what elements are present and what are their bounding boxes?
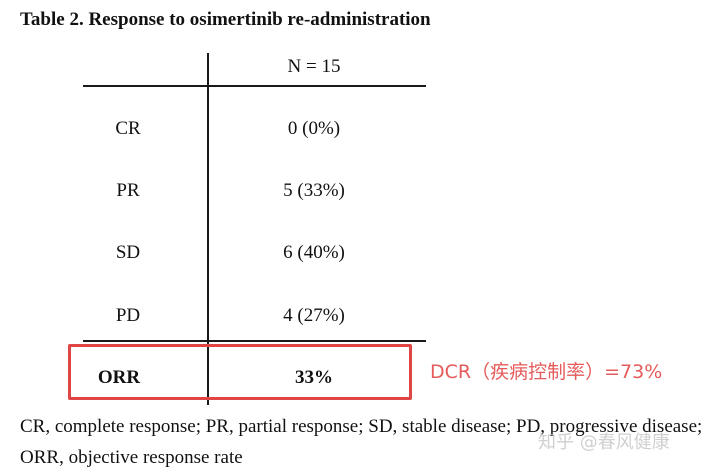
row-label-cr: CR	[115, 118, 141, 139]
zhihu-watermark: 知乎 @春风健康	[538, 432, 670, 453]
column-divider	[207, 53, 209, 405]
row-label-orr: ORR	[97, 367, 141, 388]
orr-highlight-box	[68, 344, 412, 400]
row-value-pd: 4 (27%)	[283, 305, 345, 326]
row-label-sd: SD	[115, 242, 141, 263]
row-label-pd: PD	[115, 305, 141, 326]
row-value-orr: 33%	[295, 367, 333, 388]
row-value-cr: 0 (0%)	[287, 118, 341, 139]
row-value-sd: 6 (40%)	[283, 242, 345, 263]
row-value-pr: 5 (33%)	[283, 180, 345, 201]
column-header: N = 15	[287, 56, 341, 77]
header-rule	[83, 85, 426, 87]
orr-rule	[83, 340, 426, 342]
table-title: Table 2. Response to osimertinib re-admi…	[20, 9, 431, 30]
dcr-annotation: DCR（疾病控制率）=73%	[430, 361, 663, 383]
table-footnote: CR, complete response; PR, partial respo…	[20, 416, 703, 468]
row-label-pr: PR	[116, 180, 140, 201]
